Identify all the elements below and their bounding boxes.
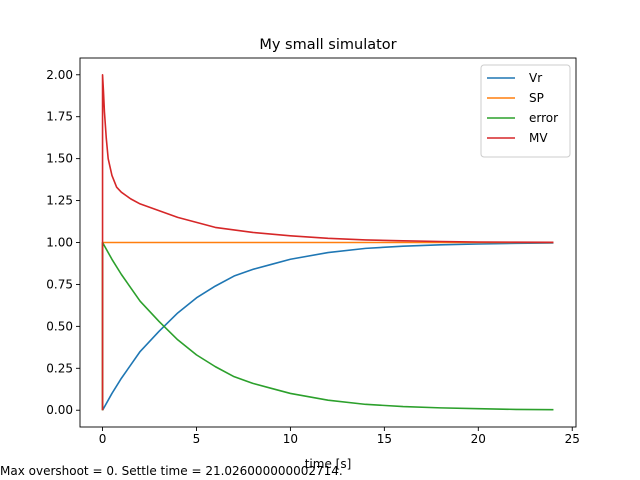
x-axis-label: time [s]: [305, 457, 352, 471]
y-tick-label: 1.25: [46, 194, 73, 208]
legend-box: [480, 64, 571, 158]
series-line-error: [101, 241, 554, 411]
x-tick-label: 10: [283, 432, 298, 446]
y-tick-label: 0.50: [46, 319, 73, 333]
x-tick-label: 20: [471, 432, 486, 446]
y-tick-label: 1.00: [46, 236, 73, 250]
series-line-mv: [101, 73, 554, 411]
y-tick-label: 0.75: [46, 277, 73, 291]
y-tick-label: 1.50: [46, 152, 73, 166]
y-tick-label: 0.25: [46, 361, 73, 375]
chart-title: My small simulator: [259, 37, 396, 53]
result-caption: Max overshoot = 0. Settle time = 21.0260…: [0, 464, 343, 478]
legend-label: error: [529, 111, 558, 125]
legend-label: SP: [529, 91, 544, 105]
x-tick-label: 5: [193, 432, 201, 446]
x-tick-label: 0: [99, 432, 107, 446]
series-line-vr: [101, 242, 554, 411]
legend: Vr SP error MV: [480, 64, 571, 158]
legend-label: Vr: [529, 71, 542, 85]
axes-layer: 0 5 10 15 20 25 0.00 0.25 0.50 0.75 1.00 1.25 1.50 1.…: [46, 57, 580, 446]
y-tick-label: 0.00: [46, 403, 73, 417]
legend-label: MV: [529, 131, 548, 145]
y-tick-label: 1.75: [46, 110, 73, 124]
x-tick-label: 15: [377, 432, 392, 446]
series-layer: [101, 73, 554, 411]
x-tick-label: 25: [565, 432, 580, 446]
y-tick-label: 2.00: [46, 68, 73, 82]
